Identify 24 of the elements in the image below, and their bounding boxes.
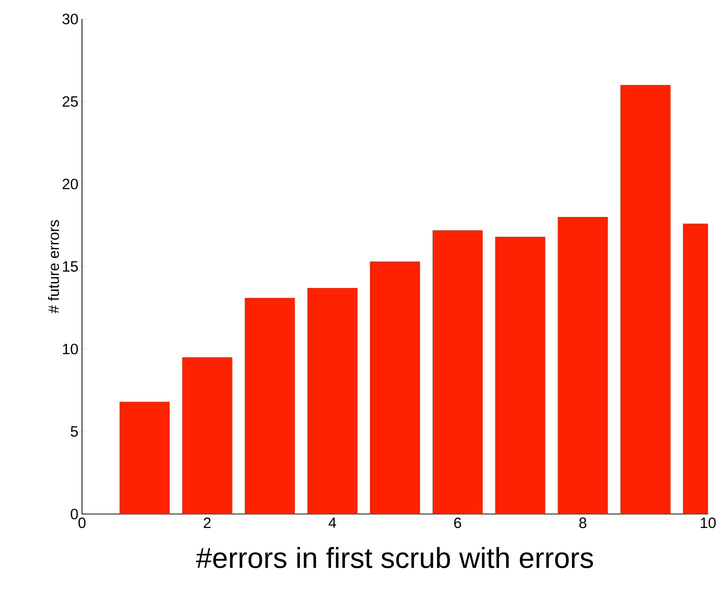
bar — [620, 85, 670, 514]
bar — [432, 230, 483, 514]
bar — [558, 217, 608, 514]
y-tick-label: 20 — [62, 178, 78, 190]
y-tick-label: 10 — [63, 344, 78, 354]
y-tick-label: 0 — [70, 508, 78, 520]
bar — [244, 298, 295, 514]
bar — [495, 236, 546, 514]
x-tick-label: 2 — [204, 518, 211, 528]
x-tick-label: 4 — [328, 518, 336, 528]
y-tick-label: 25 — [62, 96, 78, 107]
bar — [182, 357, 232, 514]
x-tick-label: 8 — [579, 518, 586, 528]
bar — [307, 288, 358, 514]
bar — [120, 402, 170, 514]
x-axis-title: #errors in first scrub with errors — [196, 546, 593, 568]
y-tick-label: 5 — [70, 426, 78, 437]
x-tick-label: 6 — [454, 518, 462, 528]
x-tick-label: 0 — [78, 518, 86, 528]
y-axis-title: # future errors — [48, 220, 60, 314]
y-tick-label: 15 — [63, 261, 78, 272]
x-tick-label: 10 — [700, 518, 716, 528]
bar — [370, 262, 420, 514]
y-tick-label: 30 — [62, 14, 78, 24]
